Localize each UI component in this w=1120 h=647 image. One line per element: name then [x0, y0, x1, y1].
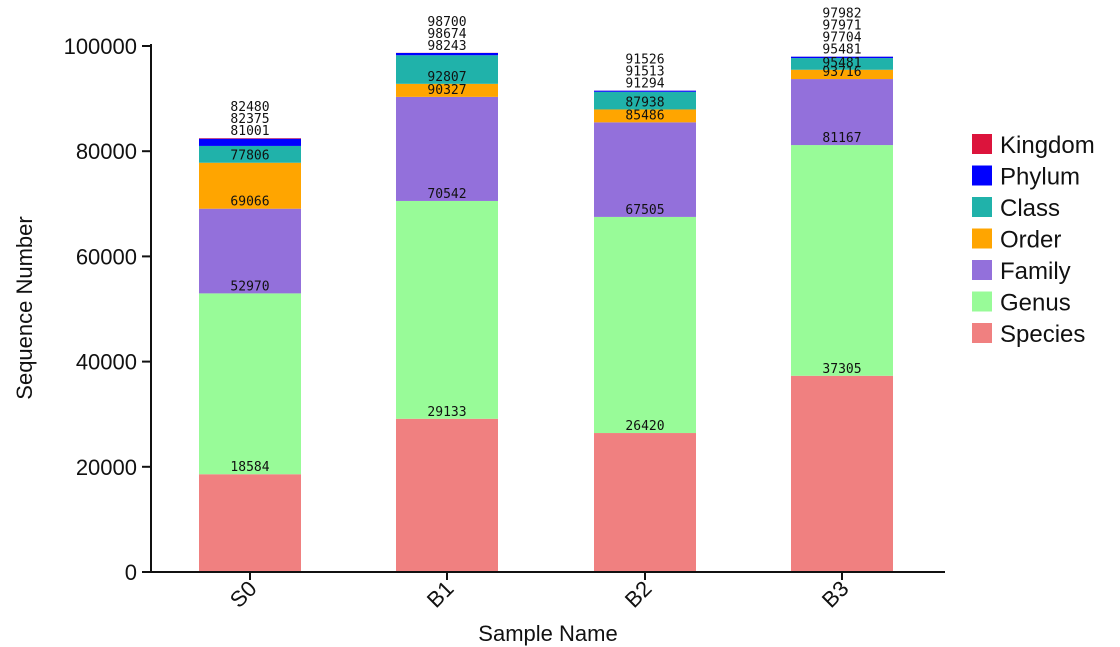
- bar-segment-species: [396, 418, 498, 572]
- legend-item-order: Order: [972, 227, 1061, 254]
- data-label: 81167: [822, 131, 861, 146]
- legend-item-species: Species: [972, 321, 1085, 348]
- data-label: 29133: [427, 405, 466, 420]
- legend-swatch: [972, 134, 992, 154]
- data-label: 95481: [822, 43, 861, 58]
- data-label: 67505: [625, 203, 664, 218]
- bar-segment-family: [594, 122, 696, 217]
- data-label: 91294: [625, 77, 664, 92]
- data-label: 97982: [822, 7, 861, 22]
- bar-segment-species: [594, 433, 696, 572]
- data-label: 18584: [230, 460, 269, 475]
- legend: Kingdom Phylum Class Order Family Genus Specie…: [972, 132, 1095, 348]
- legend-label: Genus: [1000, 290, 1071, 317]
- data-label: 37305: [822, 362, 861, 377]
- legend-label: Family: [1000, 258, 1071, 285]
- x-tick-label: B3: [817, 576, 854, 613]
- legend-label: Order: [1000, 227, 1061, 254]
- bar-segment-family: [396, 96, 498, 201]
- bars-layer: [199, 52, 893, 572]
- bar-segment-order: [594, 109, 696, 123]
- x-tick-label: S0: [225, 576, 262, 613]
- legend-swatch: [972, 197, 992, 217]
- data-label: 91526: [625, 53, 664, 68]
- bar-segment-phylum: [199, 138, 301, 146]
- bar-segment-genus: [594, 216, 696, 434]
- legend-swatch: [972, 323, 992, 343]
- x-axis-title: Sample Name: [478, 621, 617, 646]
- data-label: 87938: [625, 95, 664, 110]
- y-tick-label: 60000: [76, 244, 137, 269]
- legend-label: Kingdom: [1000, 132, 1095, 159]
- x-tick-label: B1: [422, 576, 459, 613]
- legend-item-kingdom: Kingdom: [972, 132, 1095, 159]
- data-label: 70542: [427, 187, 466, 202]
- data-label: 93716: [822, 65, 861, 80]
- bar-segment-phylum: [791, 56, 893, 59]
- data-label: 98243: [427, 39, 466, 54]
- bar-segment-phylum: [396, 52, 498, 56]
- bar-segment-species: [199, 474, 301, 572]
- y-ticks-layer: 0 20000 40000 60000 80000 100000: [64, 34, 151, 585]
- x-tick-label: B2: [620, 576, 657, 613]
- legend-swatch: [972, 165, 992, 186]
- legend-item-phylum: Phylum: [972, 164, 1080, 191]
- y-tick-label: 100000: [64, 34, 137, 59]
- x-ticks-layer: S0 B1 B2 B3: [225, 572, 854, 613]
- legend-item-genus: Genus: [972, 290, 1071, 317]
- y-tick-label: 80000: [76, 139, 137, 164]
- legend-swatch: [972, 228, 992, 249]
- data-label: 92807: [427, 70, 466, 85]
- legend-swatch: [972, 291, 992, 312]
- data-label: 81001: [230, 124, 269, 139]
- bar-segment-genus: [396, 200, 498, 419]
- bar-segment-kingdom: [199, 138, 301, 139]
- data-label: 82480: [230, 100, 269, 115]
- y-tick-label: 20000: [76, 455, 137, 480]
- data-label: 98674: [427, 27, 466, 42]
- bar-segment-phylum: [594, 90, 696, 92]
- data-label: 95481: [822, 56, 861, 71]
- legend-label: Class: [1000, 195, 1060, 222]
- data-label: 97704: [822, 31, 861, 46]
- y-tick-label: 40000: [76, 350, 137, 375]
- bar-segment-class: [199, 145, 301, 163]
- legend-item-family: Family: [972, 258, 1071, 285]
- bar-segment-species: [791, 375, 893, 572]
- bar-segment-genus: [199, 293, 301, 475]
- bar-segment-order: [199, 162, 301, 209]
- bar-segment-order: [791, 69, 893, 80]
- data-label: 98700: [427, 15, 466, 30]
- data-label: 26420: [625, 419, 664, 434]
- data-label: 69066: [230, 195, 269, 210]
- data-label: 77806: [230, 149, 269, 164]
- data-label: 91513: [625, 65, 664, 80]
- data-label: 82375: [230, 112, 269, 127]
- bar-segment-class: [594, 91, 696, 110]
- bar-segment-genus: [791, 145, 893, 376]
- bar-segment-family: [199, 208, 301, 294]
- data-label: 85486: [625, 108, 664, 123]
- data-label: 52970: [230, 279, 269, 294]
- bar-segment-class: [396, 55, 498, 84]
- legend-swatch: [972, 260, 992, 280]
- legend-item-class: Class: [972, 195, 1060, 222]
- data-label: 90327: [427, 83, 466, 98]
- data-label: 97971: [822, 19, 861, 34]
- legend-label: Species: [1000, 321, 1085, 348]
- y-tick-label: 0: [125, 560, 137, 585]
- bar-segment-class: [791, 58, 893, 70]
- legend-label: Phylum: [1000, 164, 1080, 191]
- y-axis-title: Sequence Number: [12, 216, 37, 399]
- bar-segment-family: [791, 79, 893, 146]
- axes-layer: [150, 44, 945, 573]
- bar-segment-order: [396, 83, 498, 97]
